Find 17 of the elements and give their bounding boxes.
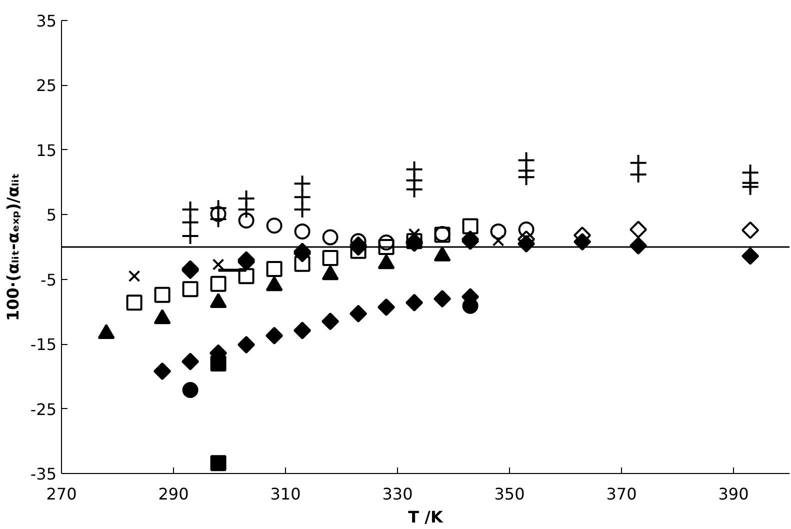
y-tick-label: 35 [36, 12, 56, 30]
y-axis-title: 100·(αₗᵢₜ-αₑₓₚ)/αₗᵢₜ [3, 173, 22, 321]
y-tick-label: -25 [30, 400, 57, 419]
x-tick-label: 370 [606, 484, 637, 504]
x-tick-label: 390 [718, 484, 749, 504]
y-tick-label: 15 [36, 140, 56, 160]
y-tick-label: 5 [46, 206, 57, 225]
x-tick-label: 310 [270, 484, 301, 504]
x-tick-label: 350 [494, 484, 525, 504]
x-tick-label: 270 [46, 484, 77, 504]
y-tick-label: -15 [30, 335, 57, 354]
x-tick-label: 290 [158, 484, 189, 504]
y-tick-label: -35 [30, 464, 57, 484]
x-tick-label: 330 [382, 484, 413, 504]
y-tick-label: 25 [36, 76, 56, 96]
x-axis-title: T /K [408, 508, 444, 526]
y-tick-label: -5 [40, 270, 56, 290]
